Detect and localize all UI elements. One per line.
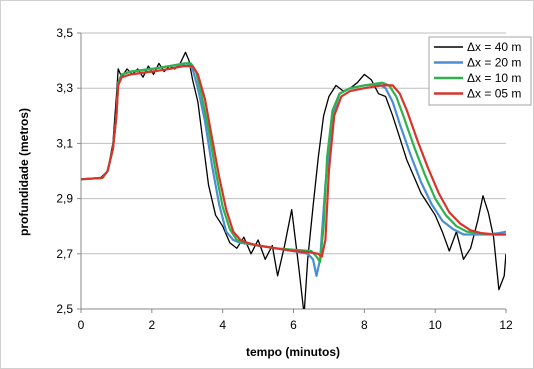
x-tick-labels: 0 2 4 6 8 10 12	[78, 318, 513, 332]
y-tick-label: 3,3	[56, 81, 73, 95]
x-tick-label: 8	[361, 318, 368, 332]
x-tick-label: 4	[219, 318, 226, 332]
legend: Δx = 40 m Δx = 20 mΔx = 10 m Δx = 05 m	[428, 36, 532, 106]
y-tick-labels: 2,5 2,7 2,9 3,1 3,3 3,5	[56, 26, 73, 316]
x-tick-label: 2	[148, 318, 155, 332]
series-line-1	[81, 51, 506, 309]
legend-label: Δx = 10 m	[467, 71, 521, 85]
axes	[77, 32, 507, 313]
x-tick-label: 10	[428, 318, 442, 332]
legend-label: Δx = 20 m	[467, 56, 521, 70]
x-axis-title: tempo (minutos)	[246, 345, 340, 359]
x-tick-label: 0	[78, 318, 85, 332]
series-line-4	[81, 64, 506, 258]
y-tick-label: 3,5	[56, 26, 73, 40]
y-axis-title: profundidade (metros)	[17, 108, 31, 236]
series-lines	[81, 51, 506, 309]
legend-label: Δx = 40 m	[467, 40, 521, 54]
x-tick-label: 12	[499, 318, 513, 332]
y-tick-label: 2,7	[56, 247, 73, 261]
y-tick-label: 2,5	[56, 302, 73, 316]
series-line-3	[81, 62, 506, 264]
x-tick-label: 6	[290, 318, 297, 332]
y-tick-label: 3,1	[56, 136, 73, 150]
y-tick-label: 2,9	[56, 192, 73, 206]
legend-label: Δx = 05 m	[467, 87, 521, 101]
